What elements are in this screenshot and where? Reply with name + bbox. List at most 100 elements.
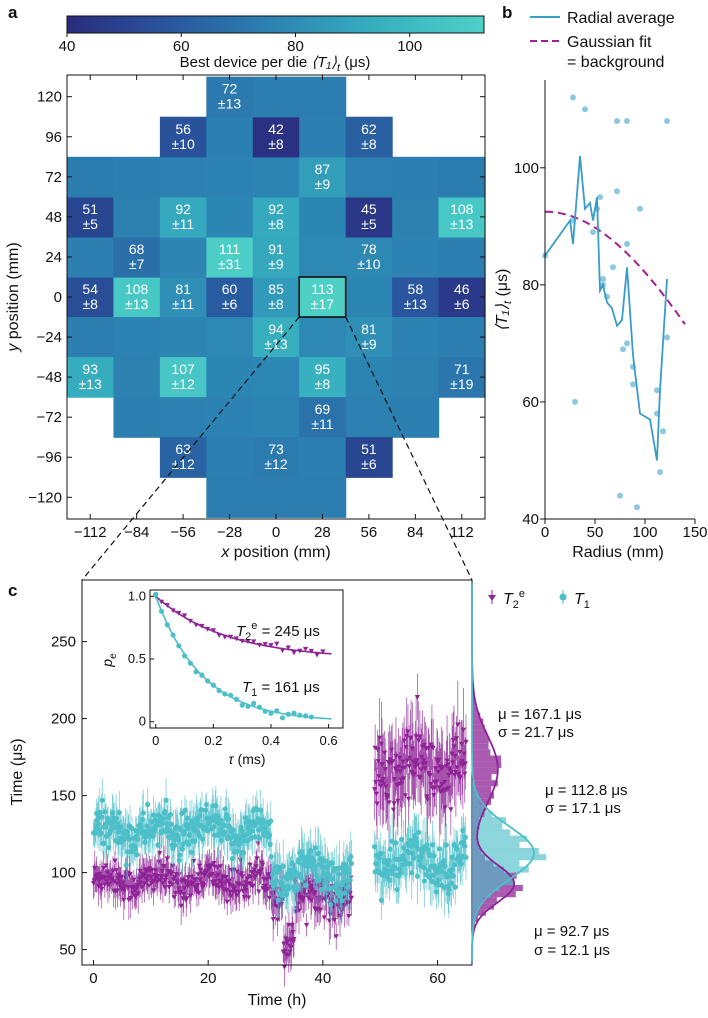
- die-error-label: ±11: [311, 416, 333, 432]
- background-cell: [113, 196, 161, 238]
- inset-t2e-point: [320, 649, 326, 655]
- hist-bar-t1: [472, 897, 483, 904]
- hist-bar-t2e: [472, 706, 478, 713]
- background-cell: [113, 397, 161, 438]
- die-value-label: 91: [268, 241, 284, 257]
- colorbar-tick-label: 80: [287, 38, 304, 55]
- legend-t1-marker: [559, 593, 567, 601]
- die-cell: [252, 236, 300, 278]
- die-point: [660, 428, 666, 435]
- die-value-label: 46: [454, 281, 470, 297]
- background-cell: [159, 397, 207, 438]
- b-y-tick-label: 40: [522, 511, 539, 528]
- die-error-label: ±5: [361, 216, 377, 232]
- y-tick-label: 120: [37, 89, 62, 106]
- die-cell: [299, 276, 347, 318]
- die-error-label: ±13: [264, 336, 287, 352]
- background-cell: [392, 156, 440, 198]
- background-cell: [299, 236, 347, 278]
- inset-t1-point: [199, 672, 205, 678]
- inset-t1-point: [268, 710, 274, 716]
- y-tick-label: −96: [37, 449, 62, 466]
- c-y-tick-label: 250: [51, 634, 76, 651]
- die-value-label: 107: [171, 361, 195, 377]
- inset-t1-point: [216, 687, 222, 694]
- inset-t2e-point: [308, 648, 314, 654]
- die-error-label: ±11: [172, 216, 194, 232]
- inset-t2e-point: [285, 645, 291, 651]
- die-error-label: ±12: [171, 456, 194, 472]
- die-value-label: 62: [361, 121, 377, 137]
- inset-t1-point: [302, 713, 309, 719]
- inset-x-tick-label: 0.2: [204, 733, 222, 748]
- background-cell: [345, 357, 393, 398]
- inset-t1-label: T1 = 161 μs: [242, 679, 320, 699]
- inset-t2e-point: [164, 603, 170, 608]
- die-cell: [252, 276, 300, 318]
- die-value-label: 51: [82, 201, 98, 217]
- die-value-label: 81: [361, 321, 377, 337]
- x-tick-label: 28: [314, 524, 331, 541]
- die-value-label: 69: [315, 401, 331, 417]
- die-error-label: ±10: [171, 136, 194, 152]
- colorbar-tick-label: 40: [59, 38, 76, 55]
- die-value-label: 60: [222, 281, 238, 297]
- hist-bar-t1: [472, 891, 492, 898]
- hist-bar-t1: [472, 786, 476, 793]
- x-tick-label: −84: [124, 524, 149, 541]
- die-cell: [438, 276, 486, 318]
- inset-t2e-point: [297, 648, 303, 654]
- die-value-label: 72: [222, 81, 238, 97]
- c-y-tick-label: 100: [51, 865, 76, 882]
- y-tick-label: −24: [37, 329, 62, 346]
- hist-bar-t1: [472, 866, 529, 873]
- x-axis-label: x position (mm): [220, 544, 330, 561]
- hist-bar-t2e: [472, 767, 499, 775]
- b-y-tick-label: 100: [514, 160, 539, 177]
- hist-bar-t1: [472, 780, 474, 787]
- inset-t1-point: [251, 700, 257, 707]
- background-cell: [299, 477, 347, 518]
- hist-annotation-mu-1: μ = 167.1 μs: [498, 706, 582, 723]
- background-cell: [206, 317, 254, 358]
- legend-t2e-marker: [488, 595, 496, 601]
- background-cell: [159, 317, 207, 358]
- inset-t2e-point: [256, 642, 263, 648]
- die-cell: [159, 276, 207, 318]
- hist-bar-t1: [472, 798, 480, 805]
- inset-x-tick-label: 0.6: [320, 733, 338, 748]
- background-cell: [299, 317, 347, 358]
- hist-bar-t2e: [472, 755, 502, 762]
- die-cell: [159, 357, 207, 398]
- hist-bar-t1: [472, 792, 479, 799]
- die-value-label: 81: [175, 281, 191, 297]
- hist-bar-t1: [472, 823, 503, 830]
- die-error-label: ±6: [222, 296, 238, 312]
- hist-bar-t1: [472, 878, 514, 885]
- highlighted-die: [298, 276, 347, 318]
- die-error-label: ±6: [361, 456, 377, 472]
- zoom-connector: [345, 316, 473, 581]
- die-value-label: 92: [268, 201, 284, 217]
- background-cell: [252, 477, 300, 518]
- background-cell: [113, 317, 161, 358]
- die-cell: [206, 76, 254, 118]
- inset-t1-point: [228, 692, 234, 698]
- hist-bar-t2e: [472, 774, 492, 781]
- hist-bar-t1: [472, 804, 486, 811]
- legend-gauss-label: Gaussian fit: [567, 34, 652, 51]
- inset-t2e-point: [268, 643, 274, 648]
- inset-t1-point: [210, 682, 216, 688]
- y-tick-label: −72: [37, 409, 62, 426]
- colorbar-tick-label: 100: [397, 38, 422, 55]
- x-tick-label: 56: [361, 524, 378, 541]
- background-cell: [438, 236, 486, 278]
- background-cell: [392, 317, 440, 358]
- b-y-tick-label: 80: [522, 277, 539, 294]
- inset-y-tick-label: 0: [139, 714, 146, 729]
- inset-t1-point: [256, 704, 263, 710]
- c-x-tick-label: 60: [429, 970, 446, 987]
- inset-t2e-point: [193, 622, 199, 628]
- die-point: [630, 381, 636, 388]
- background-cell: [392, 357, 440, 398]
